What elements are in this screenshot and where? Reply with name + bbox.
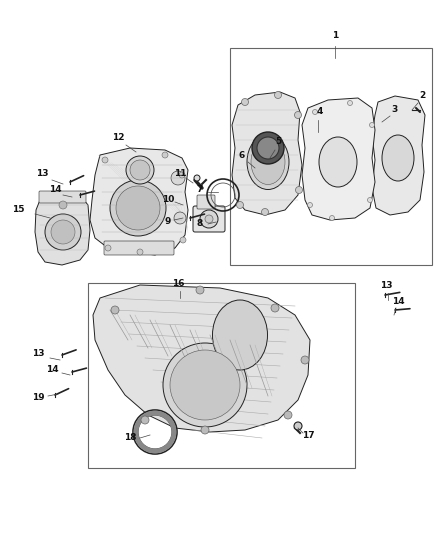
Text: 18: 18 (124, 433, 136, 442)
Circle shape (179, 172, 185, 178)
FancyBboxPatch shape (197, 195, 215, 209)
Circle shape (105, 245, 111, 251)
Polygon shape (372, 96, 425, 215)
Circle shape (163, 343, 247, 427)
Text: 11: 11 (174, 168, 186, 177)
Text: 4: 4 (317, 108, 323, 117)
Circle shape (271, 304, 279, 312)
Ellipse shape (212, 300, 268, 370)
Text: 1: 1 (332, 31, 338, 41)
Circle shape (275, 92, 282, 99)
Text: 12: 12 (112, 133, 124, 142)
Text: 14: 14 (46, 366, 58, 375)
Polygon shape (232, 92, 302, 215)
Circle shape (252, 132, 284, 164)
Circle shape (294, 422, 302, 430)
Text: 8: 8 (197, 220, 203, 229)
Text: 19: 19 (32, 393, 44, 402)
Text: 3: 3 (391, 104, 397, 114)
Text: 6: 6 (239, 150, 245, 159)
Polygon shape (93, 285, 310, 432)
Circle shape (45, 214, 81, 250)
Text: 7: 7 (197, 185, 203, 195)
Circle shape (370, 123, 374, 127)
Circle shape (241, 99, 248, 106)
Text: 17: 17 (302, 432, 314, 440)
Circle shape (296, 187, 303, 193)
Circle shape (59, 201, 67, 209)
Ellipse shape (247, 134, 289, 190)
Circle shape (111, 306, 119, 314)
Text: 13: 13 (380, 281, 392, 290)
Circle shape (237, 201, 244, 208)
Circle shape (347, 101, 353, 106)
Circle shape (194, 175, 200, 181)
Circle shape (141, 416, 149, 424)
Text: 10: 10 (162, 196, 174, 205)
FancyBboxPatch shape (104, 241, 174, 255)
Circle shape (102, 157, 108, 163)
Text: 16: 16 (172, 279, 184, 288)
FancyBboxPatch shape (193, 206, 225, 232)
Circle shape (312, 109, 318, 115)
Circle shape (201, 426, 209, 434)
Circle shape (307, 203, 312, 207)
Circle shape (329, 215, 335, 221)
Circle shape (174, 212, 186, 224)
Circle shape (200, 210, 218, 228)
Text: 14: 14 (392, 297, 404, 306)
Polygon shape (90, 148, 188, 255)
Text: 15: 15 (12, 206, 24, 214)
Circle shape (51, 220, 75, 244)
Circle shape (261, 208, 268, 215)
Circle shape (196, 286, 204, 294)
Ellipse shape (251, 140, 285, 184)
Bar (230, 48, 432, 265)
Circle shape (162, 152, 168, 158)
Circle shape (126, 156, 154, 184)
Polygon shape (35, 192, 90, 265)
FancyBboxPatch shape (39, 191, 86, 203)
Text: 13: 13 (32, 349, 44, 358)
Ellipse shape (382, 135, 414, 181)
Text: 14: 14 (49, 185, 61, 195)
Circle shape (284, 411, 292, 419)
Text: 5: 5 (275, 138, 281, 147)
Text: 13: 13 (36, 169, 48, 179)
Circle shape (180, 237, 186, 243)
Circle shape (301, 356, 309, 364)
Circle shape (171, 171, 185, 185)
Circle shape (137, 249, 143, 255)
Circle shape (257, 137, 279, 159)
Circle shape (130, 160, 150, 180)
Circle shape (205, 215, 213, 223)
Circle shape (367, 198, 372, 203)
Text: 2: 2 (419, 92, 425, 101)
Ellipse shape (319, 137, 357, 187)
Circle shape (116, 186, 160, 230)
Text: 9: 9 (165, 217, 171, 227)
Circle shape (294, 111, 301, 118)
Circle shape (110, 180, 166, 236)
Circle shape (170, 350, 240, 420)
Bar (88, 283, 355, 468)
Polygon shape (302, 98, 375, 220)
